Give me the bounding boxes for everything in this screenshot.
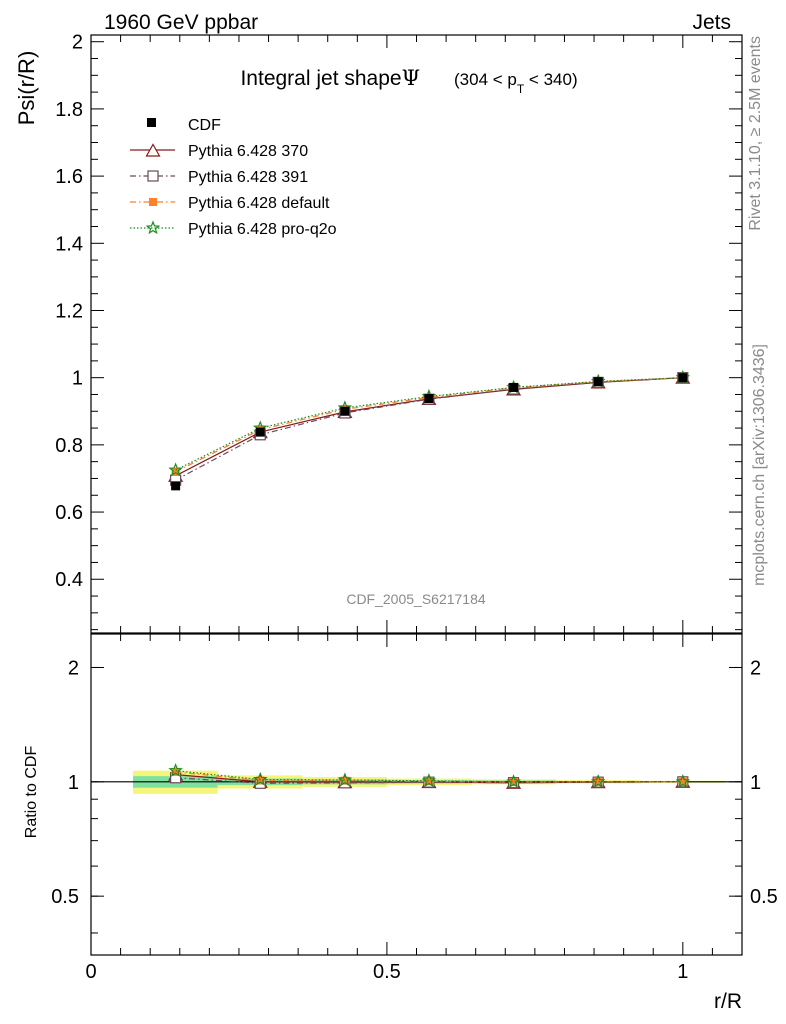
ratio-series-default-point [171,767,180,776]
ratio-series-q2o-point [252,771,268,786]
ratio-series-default-point [424,777,433,786]
ratio-y-tick-label: 0.5 [51,886,79,908]
plot-title-main: Integral jet shape [240,67,401,90]
main-series-q2o-point [168,462,183,477]
ratio-xlabel: r/R [714,990,742,1013]
ratio-series-q2o-line [175,770,683,783]
main-y-tick-label: 2 [72,32,83,54]
ratio-series-default-point [594,777,603,786]
legend: CDF Pythia 6.428 370 Pythia 6.428 391 Py… [130,117,337,238]
main-y-tick-label: 0.6 [55,502,83,524]
plot-title-psi: Ψ [402,66,420,90]
legend-cdf-marker [147,118,156,127]
ratio-y-tick-label-right: 0.5 [750,886,778,908]
ratio-x-tick-label: 1 [677,961,688,983]
cdf-data-point [255,427,265,437]
ratio-x-tick-label: 0 [85,961,96,983]
main-series-default-point [171,467,180,476]
main-y-tick-label: 1 [72,368,83,390]
ratio-series-q2o-point [590,774,606,788]
ratio-y-tick-label-right: 2 [750,657,761,679]
ratio-y-tick-label: 1 [68,772,79,794]
analysis-watermark: CDF_2005_S6217184 [346,591,486,607]
legend-370-label: Pythia 6.428 370 [188,143,308,160]
chart-marks: 0.4 0.6 0.8 1 1.2 1.4 1.6 1.8 2 0.5 0.5 1 1 2 2 0 0.5 1 [51,32,778,983]
header-right-label: Jets [692,11,731,34]
rivet-version-label: Rivet 3.1.10, ≥ 2.5M events [747,36,764,231]
ratio-series-default-point [509,777,518,786]
mcplots-label: mcplots.cern.ch [arXiv:1306.3436] [751,344,768,586]
ratio-series-q2o-point [421,773,437,788]
ratio-series-default-point [256,776,265,785]
ratio-series-default-point [340,776,349,785]
plot-title: Integral jet shapeΨ [240,66,420,90]
header-left-label: 1960 GeV ppbar [104,11,258,34]
ratio-series-q2o-point [506,774,521,788]
cdf-data-point [509,382,519,392]
plot-title-range-open: (304 < p [454,70,517,89]
cdf-data-point [424,394,434,404]
plot-title-range-sub: T [517,82,525,96]
plot-title-range-close: < 340) [524,70,577,89]
legend-cdf-label: CDF [188,117,221,134]
ratio-y-tick-label-right: 1 [750,772,761,794]
cdf-data-point [340,406,350,416]
legend-391-marker [147,170,159,182]
main-y-tick-label: 1.6 [55,166,83,188]
ratio-series-q2o-point [168,763,183,777]
legend-391-label: Pythia 6.428 391 [188,169,308,186]
ratio-y-tick-label: 2 [68,657,79,679]
legend-default-label: Pythia 6.428 default [188,195,330,212]
main-y-tick-label: 1.8 [55,99,83,121]
legend-q2o-label: Pythia 6.428 pro-q2o [188,221,337,238]
ratio-series-q2o-point [337,772,353,787]
main-y-tick-label: 0.8 [55,435,83,457]
cdf-data-point [593,377,603,387]
main-y-tick-label: 1.4 [55,233,83,255]
ratio-ylabel: Ratio to CDF [23,746,40,839]
cdf-data-point [678,373,688,383]
legend-370-marker [145,143,161,157]
legend-default-marker [149,198,157,206]
legend-q2o-marker [145,220,161,235]
main-ylabel: Psi(r/R) [14,51,39,126]
ratio-series-q2o-point [675,774,691,788]
main-y-tick-label: 1.2 [55,300,83,322]
plot-title-range: (304 < pT < 340) [454,70,578,96]
main-y-tick-label: 0.4 [55,569,83,591]
ratio-series-default-point [678,777,687,786]
cdf-data-point [171,481,181,491]
ratio-x-tick-label: 0.5 [373,961,401,983]
